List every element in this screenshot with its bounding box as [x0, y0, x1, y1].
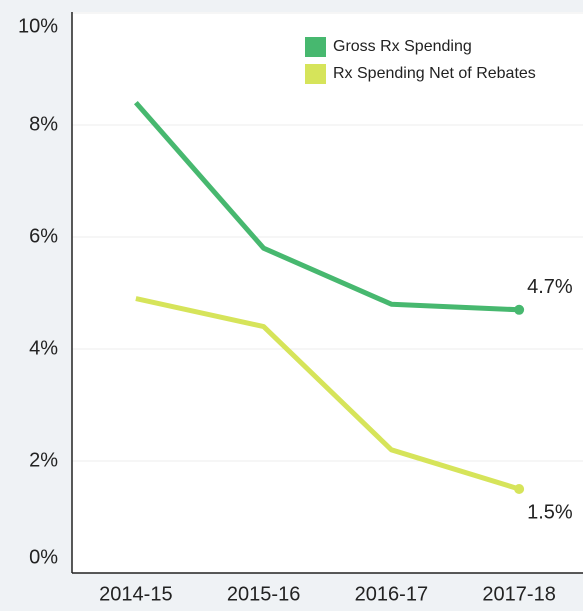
y-tick-label: 4% — [29, 337, 58, 359]
value-label: 1.5% — [527, 501, 573, 523]
legend-swatch — [305, 37, 326, 57]
y-tick-label: 2% — [29, 449, 58, 471]
series-line — [135, 296, 520, 492]
point — [514, 304, 525, 315]
y-tick-label: 10% — [18, 15, 58, 37]
series-line — [133, 100, 520, 313]
value-label: 4.7% — [527, 276, 573, 298]
plot-area — [72, 12, 583, 573]
y-tick-label: 6% — [29, 225, 58, 247]
x-tick-label: 2017-18 — [482, 583, 555, 605]
x-tick-label: 2015-16 — [227, 583, 300, 605]
legend-swatch — [305, 64, 326, 84]
x-tick-label: 2014-15 — [99, 583, 172, 605]
x-tick-label: 2016-17 — [355, 583, 428, 605]
point — [514, 484, 525, 494]
legend-label: Rx Spending Net of Rebates — [333, 65, 536, 82]
y-tick-label: 8% — [29, 113, 58, 135]
legend-label: Gross Rx Spending — [333, 38, 472, 55]
y-tick-label: 0% — [29, 546, 58, 568]
